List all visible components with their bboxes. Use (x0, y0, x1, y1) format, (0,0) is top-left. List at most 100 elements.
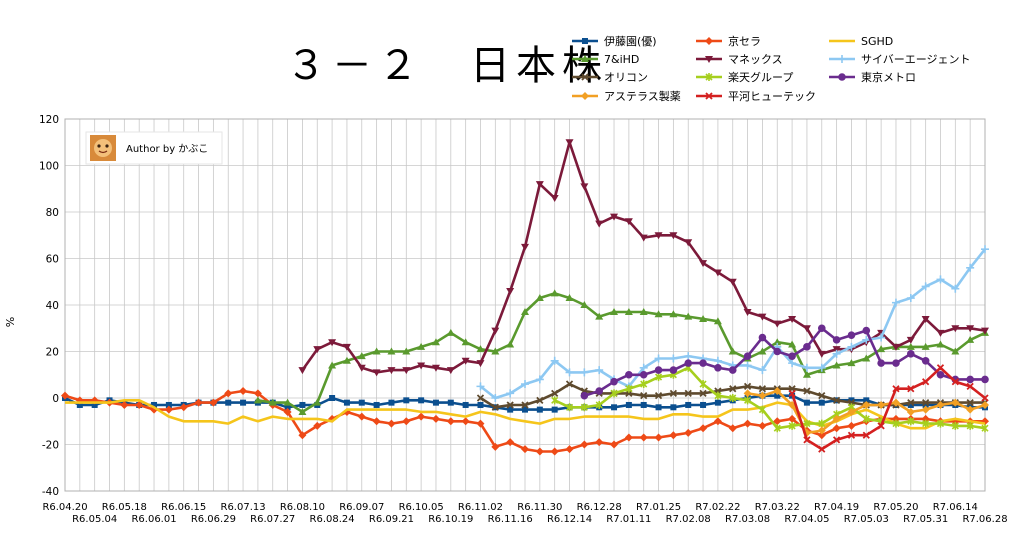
series-6-point (684, 389, 692, 397)
series-7-point (922, 419, 930, 428)
series-0-point (432, 399, 439, 406)
y-tick-label: 120 (39, 114, 59, 126)
series-7-point (654, 373, 663, 382)
series-10-point (847, 431, 856, 439)
series-8-point (877, 359, 885, 367)
series-10-point (922, 378, 930, 386)
series-7-point (714, 391, 722, 400)
series-8-point (862, 326, 871, 335)
series-0-point (477, 401, 484, 408)
series-0-point (403, 397, 410, 404)
series-6-point (832, 396, 841, 404)
series-5-point (951, 284, 960, 293)
series-1-point (713, 417, 722, 426)
x-tick-label: R6.08.10 (280, 502, 325, 513)
series-3-point (728, 347, 737, 355)
series-line (554, 366, 986, 430)
series-4-point (298, 367, 307, 375)
series-5-point (981, 245, 989, 254)
series-3-point (788, 340, 797, 348)
series-3-point (862, 354, 871, 362)
series-1-point (313, 421, 322, 430)
x-tick-label: R7.05.20 (873, 502, 918, 513)
series-7-point (862, 414, 870, 423)
x-tick-label: R7.04.05 (784, 514, 829, 525)
series-3-point (431, 338, 440, 346)
series-3-point (372, 347, 381, 355)
series-1-point (239, 387, 248, 396)
series-0-point (91, 401, 98, 408)
series-4-point (313, 346, 322, 354)
series-8-point (847, 331, 856, 340)
series-8-point (684, 359, 693, 367)
series-3-point (446, 328, 455, 336)
series-8-point (832, 336, 841, 344)
series-8-point (743, 352, 752, 360)
series-6-point (907, 399, 915, 407)
series-5-point (832, 349, 841, 358)
series-1-point (61, 391, 69, 400)
series-7-point (818, 419, 826, 428)
plot-frame (64, 118, 986, 492)
x-tick-label: R6.05.18 (102, 502, 147, 513)
series-4-point (402, 367, 411, 375)
series-5-point (595, 366, 604, 375)
series-10-point (907, 385, 915, 393)
series-7-point (758, 405, 766, 414)
series-9-point (921, 405, 930, 414)
series-5-point (713, 356, 722, 365)
y-tick-label: 0 (52, 393, 59, 405)
series-1-point (357, 412, 366, 421)
legend-item: オリコン (572, 71, 648, 84)
legend-1-point (705, 37, 713, 45)
legend-8-point (838, 73, 846, 81)
series-5-point (743, 361, 752, 370)
x-tick-label: R7.01.25 (636, 502, 681, 513)
series-0-point (670, 404, 677, 411)
series-0-point (447, 399, 454, 406)
series-0-point (522, 406, 528, 413)
series-5-point (936, 275, 945, 284)
series-1-point (431, 414, 440, 423)
series-0-point (388, 399, 395, 406)
series-1-point (847, 421, 856, 430)
series-0-point (818, 399, 825, 406)
series-3-point (758, 347, 767, 355)
x-tick-label: R6.12.14 (547, 514, 592, 525)
series-3-point (283, 398, 292, 406)
series-4-point (461, 357, 470, 365)
series-0-point (329, 395, 336, 401)
series-5-point (891, 298, 900, 307)
series-10-point (877, 422, 885, 430)
series-1-point (624, 433, 633, 442)
series-4-point (699, 260, 708, 268)
series-8-point (773, 347, 782, 356)
author-annotation: Author by かぶこ (85, 131, 223, 165)
legend-label: 平河ヒューテック (728, 90, 816, 103)
x-tick-label: R6.12.28 (577, 502, 622, 513)
y-tick-label: 100 (39, 161, 59, 173)
series-7-point (936, 419, 945, 428)
y-tick-label: -40 (42, 486, 59, 498)
series-4-point (506, 288, 515, 296)
series-1-point (253, 389, 262, 398)
series-8-point (595, 387, 603, 395)
legend-0-point (582, 38, 588, 44)
series-10-point (818, 445, 826, 453)
x-tick-label: R6.07.27 (250, 514, 295, 525)
series-1-point (521, 445, 529, 454)
series-8-point (803, 343, 811, 351)
y-tick-label: 80 (46, 207, 59, 219)
series-6-point (491, 403, 499, 411)
series-1-point (728, 424, 737, 433)
series-8-point (714, 363, 722, 372)
series-3-point (357, 352, 366, 360)
series-0-point (700, 401, 707, 408)
series-3-point (328, 361, 337, 369)
series-0-point (685, 401, 692, 408)
series-4-point (417, 362, 426, 370)
series-3-point (847, 359, 856, 367)
series-10-point (803, 436, 811, 444)
series-4-point (639, 234, 648, 242)
